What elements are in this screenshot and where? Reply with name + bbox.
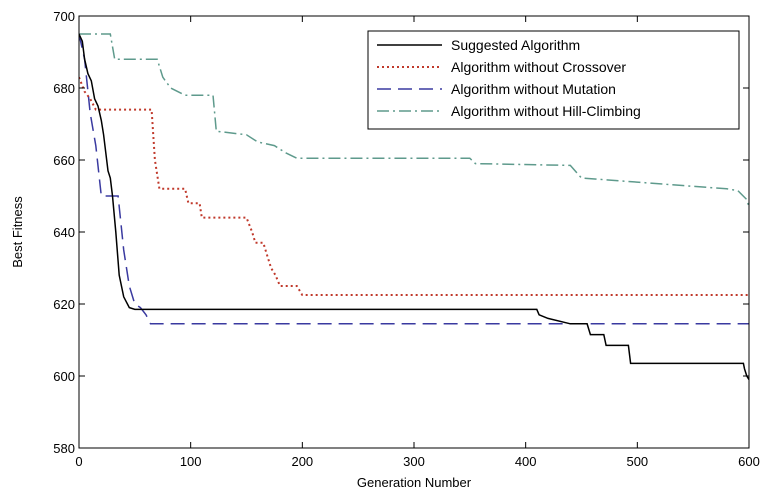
legend-box [367, 30, 740, 130]
legend-label: Suggested Algorithm [451, 37, 580, 53]
legend-label: Algorithm without Crossover [451, 59, 626, 75]
y-tick-label: 700 [53, 9, 75, 24]
series-line-algorithm-without-mutation [79, 33, 749, 325]
legend-label: Algorithm without Mutation [451, 81, 616, 97]
x-tick-label: 200 [291, 454, 313, 469]
legend-label: Algorithm without Hill-Climbing [451, 103, 641, 119]
y-tick-label: 660 [53, 153, 75, 168]
y-axis-title: Best Fitness [10, 196, 25, 268]
series-line-suggested-algorithm [79, 33, 749, 380]
y-tick-label: 600 [53, 369, 75, 384]
x-tick-label: 500 [626, 454, 648, 469]
x-tick-label: 400 [515, 454, 537, 469]
y-tick-label: 640 [53, 225, 75, 240]
series-line-algorithm-without-crossover [79, 76, 749, 296]
x-tick-label: 100 [180, 454, 202, 469]
axis-ticks: 0 100 200 300 400 500 600 580 600 620 640 660 680 700 [53, 9, 760, 469]
y-tick-label: 680 [53, 81, 75, 96]
x-tick-label: 300 [403, 454, 425, 469]
series-line-algorithm-without-hill-climbing [79, 33, 749, 208]
series-layer [79, 33, 749, 380]
y-tick-label: 580 [53, 441, 75, 456]
x-axis-title: Generation Number [357, 475, 472, 490]
x-tick-label: 0 [75, 454, 82, 469]
x-tick-label: 600 [738, 454, 760, 469]
legend: Suggested Algorithm Algorithm without Cro… [367, 30, 740, 130]
y-tick-label: 620 [53, 297, 75, 312]
